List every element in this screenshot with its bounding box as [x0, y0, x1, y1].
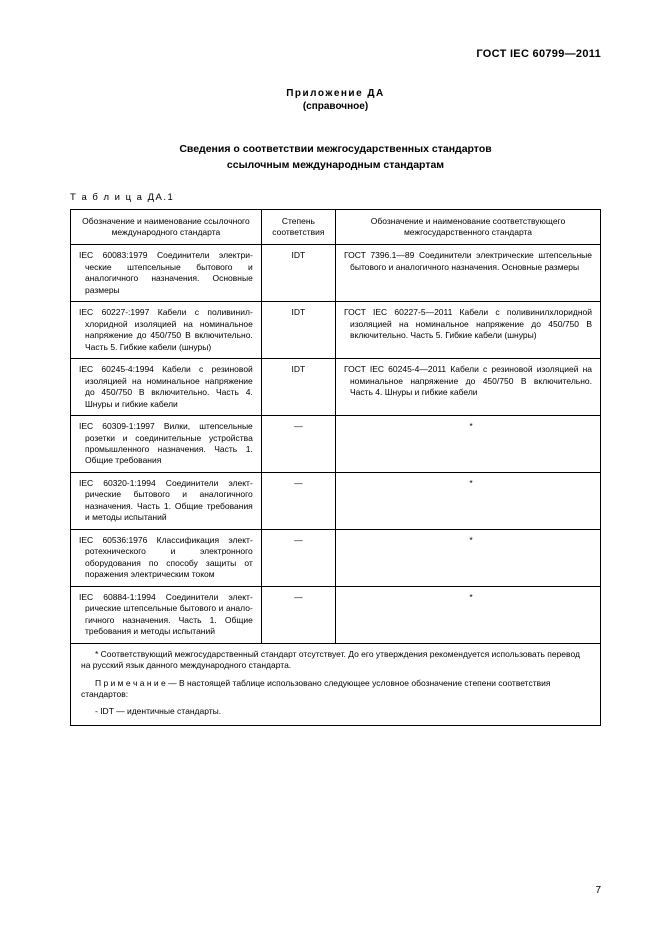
section-title: Сведения о соответствии межгосударственн…	[70, 142, 601, 174]
table-footer-cell: * Соответствующий межгосударственный ста…	[71, 643, 601, 725]
cell-national-std: ГОСТ IEC 60245-4—2011 Кабели с резиновой…	[335, 359, 600, 416]
cell-intl-std: IEC 60536:1976 Классификация элект­ротех…	[71, 529, 262, 586]
cell-national-std: ГОСТ IEC 60227-5—2011 Кабели с поливинил…	[335, 302, 600, 359]
header-col-2: Степень соответствия	[261, 209, 335, 245]
cell-intl-std: IEC 60245-4:1994 Кабели с резиновой изол…	[71, 359, 262, 416]
note-label: П р и м е ч а н и е — В настоящей таблиц…	[81, 678, 590, 701]
table-row: IEC 60083:1979 Соединители электри­чески…	[71, 245, 601, 302]
table-footer-row: * Соответствующий межгосударственный ста…	[71, 643, 601, 725]
page-number: 7	[595, 885, 601, 896]
cell-national-std: *	[335, 472, 600, 529]
title-line-2: ссылочным международным стандартам	[227, 159, 444, 171]
cell-intl-std: IEC 60227-:1997 Кабели с поливинил­хлори…	[71, 302, 262, 359]
document-page: ГОСТ IEC 60799—2011 Приложение ДА (справ…	[0, 0, 661, 936]
table-header-row: Обозначение и наименование ссылочного ме…	[71, 209, 601, 245]
table-label: Т а б л и ц а ДА.1	[70, 192, 601, 203]
cell-degree: —	[261, 529, 335, 586]
footnote-text: * Соответствующий межгосударственный ста…	[81, 649, 590, 672]
table-row: IEC 60320-1:1994 Соединители элект­ричес…	[71, 472, 601, 529]
cell-degree: IDT	[261, 359, 335, 416]
cell-intl-std: IEC 60309-1:1997 Вилки, штепсельные розе…	[71, 416, 262, 473]
cell-national-std: ГОСТ 7396.1—89 Соединители электрические…	[335, 245, 600, 302]
cell-intl-std: IEC 60884-1:1994 Соединители элект­ричес…	[71, 586, 262, 643]
cell-degree: —	[261, 586, 335, 643]
cell-degree: —	[261, 416, 335, 473]
cell-intl-std: IEC 60320-1:1994 Соединители элект­ричес…	[71, 472, 262, 529]
annex-label: Приложение ДА	[70, 88, 601, 99]
table-row: IEC 60245-4:1994 Кабели с резиновой изол…	[71, 359, 601, 416]
cell-national-std: *	[335, 529, 600, 586]
table-row: IEC 60536:1976 Классификация элект­ротех…	[71, 529, 601, 586]
note-item: - IDT — идентичные стандарты.	[81, 706, 590, 717]
table-row: IEC 60309-1:1997 Вилки, штепсельные розе…	[71, 416, 601, 473]
title-line-1: Сведения о соответствии межгосударственн…	[179, 143, 491, 155]
document-id: ГОСТ IEC 60799—2011	[70, 48, 601, 60]
header-col-1: Обозначение и наименование ссылочного ме…	[71, 209, 262, 245]
header-col-3: Обозначение и наименование соответствующ…	[335, 209, 600, 245]
annex-subtitle: (справочное)	[70, 101, 601, 112]
cell-degree: —	[261, 472, 335, 529]
table-row: IEC 60884-1:1994 Соединители элект­ричес…	[71, 586, 601, 643]
table-row: IEC 60227-:1997 Кабели с поливинил­хлори…	[71, 302, 601, 359]
standards-table: Обозначение и наименование ссылочного ме…	[70, 209, 601, 726]
cell-degree: IDT	[261, 302, 335, 359]
cell-intl-std: IEC 60083:1979 Соединители электри­чески…	[71, 245, 262, 302]
cell-national-std: *	[335, 416, 600, 473]
cell-national-std: *	[335, 586, 600, 643]
cell-degree: IDT	[261, 245, 335, 302]
